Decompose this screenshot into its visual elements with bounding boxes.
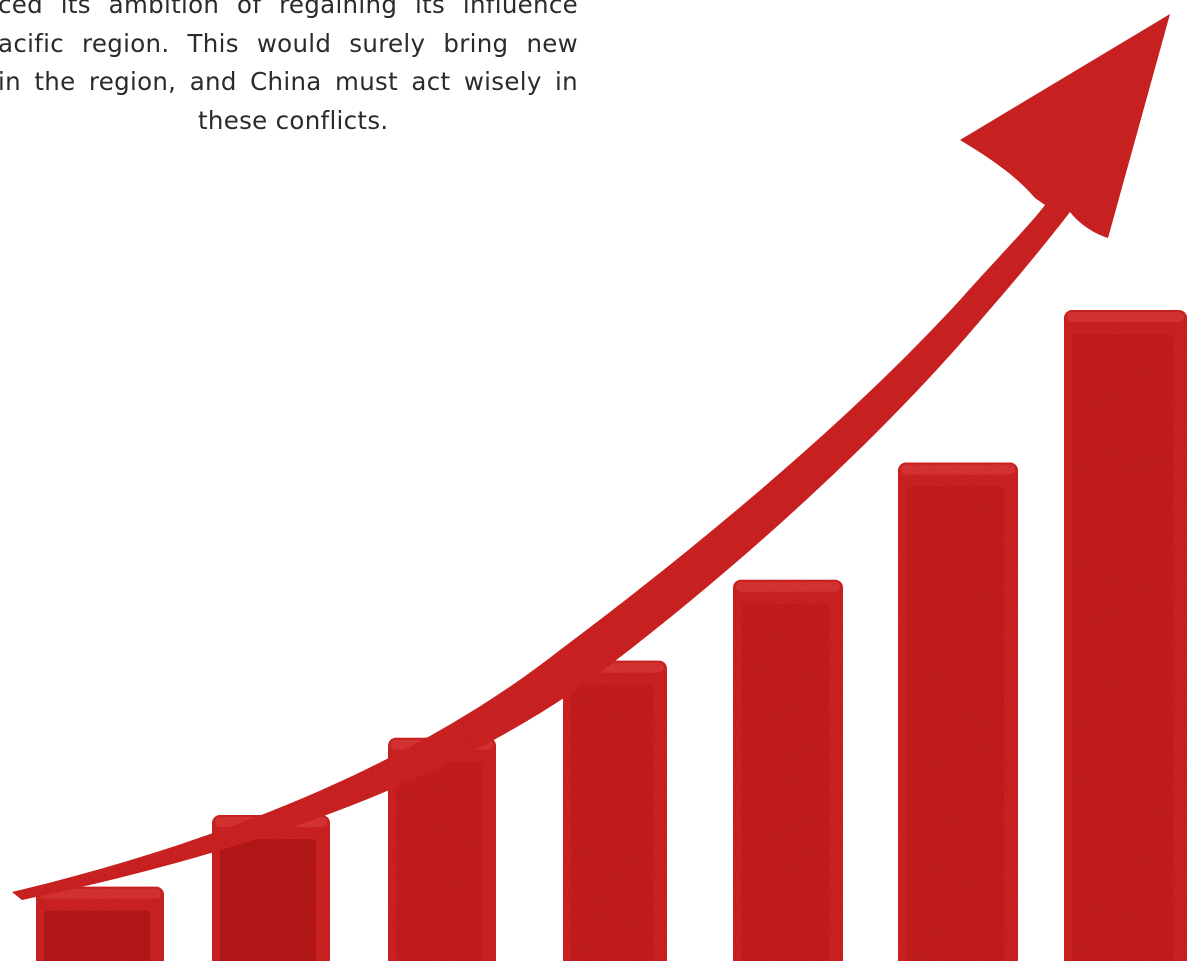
bar-top (736, 581, 840, 592)
text-line-3: in the region, and China must act wisely… (0, 67, 578, 96)
text-line-1: ced its ambition of regaining its influe… (0, 0, 578, 19)
growth-arrow-icon (12, 14, 1170, 900)
chart-bar-3 (388, 737, 496, 961)
bar-shade (741, 603, 829, 961)
bar-top (901, 464, 1015, 475)
bar-top (39, 888, 161, 899)
arrow-shaft (12, 14, 1170, 900)
chart-bar-4 (563, 660, 667, 961)
bar-shade (44, 910, 150, 961)
bar-shade (1072, 334, 1173, 961)
text-line-4: these conflicts. (198, 105, 389, 135)
chart-bar-7 (1064, 310, 1187, 961)
chart-bar-1 (36, 886, 164, 961)
body-text-paragraph: ced its ambition of regaining its influe… (0, 0, 578, 140)
bar-top (1067, 312, 1184, 322)
text-line-2: acific region. This would surely bring n… (0, 28, 578, 58)
bar-shade (220, 838, 316, 961)
bar-shade (396, 761, 482, 961)
bar-shade (906, 486, 1004, 961)
bars-group (36, 310, 1187, 961)
chart-bar-5 (733, 579, 843, 961)
bar-shade (571, 684, 653, 961)
chart-bar-6 (898, 462, 1018, 961)
